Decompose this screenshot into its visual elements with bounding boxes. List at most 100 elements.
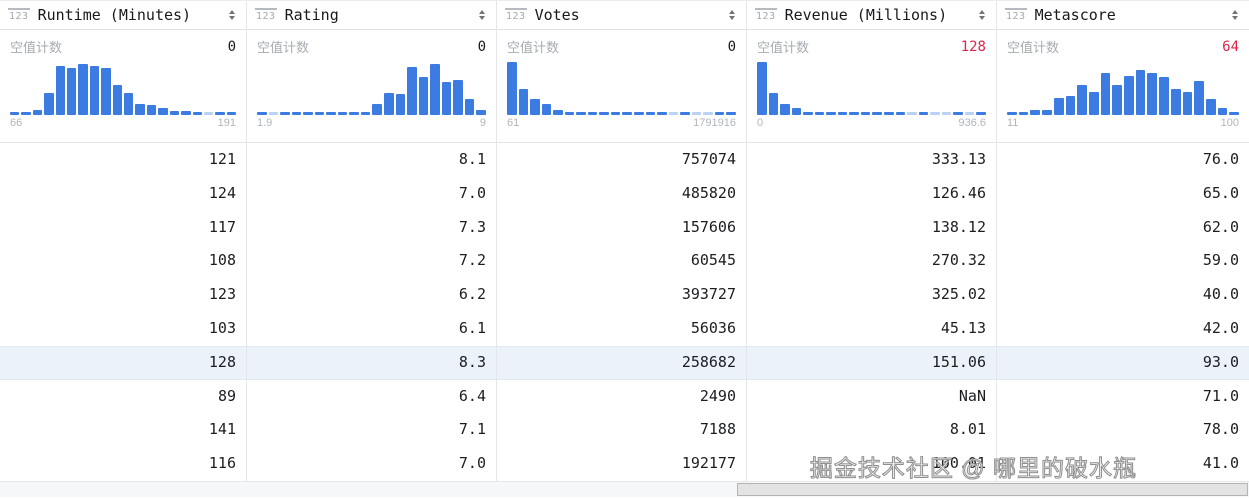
histogram-bar[interactable] xyxy=(1077,85,1087,115)
histogram-bar[interactable] xyxy=(507,62,517,115)
histogram-bar[interactable] xyxy=(146,105,157,115)
histogram-bar[interactable] xyxy=(476,109,486,115)
metascore-histogram[interactable] xyxy=(1007,62,1240,115)
histogram-bar[interactable] xyxy=(326,111,336,115)
histogram-bar[interactable] xyxy=(453,80,463,115)
cell[interactable]: 270.32 xyxy=(931,251,986,270)
cell[interactable]: 141 xyxy=(208,420,236,439)
histogram-bar[interactable] xyxy=(634,111,644,115)
histogram-bar[interactable] xyxy=(803,111,813,115)
cell[interactable]: 116 xyxy=(208,454,236,473)
cell[interactable]: 333.13 xyxy=(931,150,986,168)
histogram-bar[interactable] xyxy=(541,104,552,115)
column-header-metascore[interactable]: 123 Metascore xyxy=(997,1,1249,30)
histogram-bar[interactable] xyxy=(1205,99,1216,115)
histogram-bar[interactable] xyxy=(124,92,134,115)
cell[interactable]: 123 xyxy=(208,285,236,304)
histogram-bar[interactable] xyxy=(257,111,267,115)
histogram-bar[interactable] xyxy=(384,92,394,115)
histogram-bar[interactable] xyxy=(918,111,929,115)
histogram-bar[interactable] xyxy=(1112,85,1123,115)
histogram-bar[interactable] xyxy=(703,112,713,115)
cell[interactable]: 76.0 xyxy=(1202,150,1239,168)
votes-histogram[interactable] xyxy=(507,62,736,115)
histogram-bar[interactable] xyxy=(1159,76,1169,115)
column-header-rating[interactable]: 123 Rating xyxy=(247,1,496,30)
cell[interactable]: 45.13 xyxy=(940,318,986,337)
histogram-bar[interactable] xyxy=(1229,112,1240,115)
cell[interactable]: 157606 xyxy=(681,217,736,236)
histogram-bar[interactable] xyxy=(1030,110,1041,115)
histogram-bar[interactable] xyxy=(849,111,859,115)
cell[interactable]: 8.01 xyxy=(949,420,986,439)
histogram-bar[interactable] xyxy=(1065,95,1076,115)
cell[interactable]: 42.0 xyxy=(1202,318,1239,337)
column-header-votes[interactable]: 123 Votes xyxy=(497,1,746,30)
histogram-bar[interactable] xyxy=(564,111,575,115)
histogram-bar[interactable] xyxy=(349,111,359,115)
histogram-bar[interactable] xyxy=(280,111,290,115)
cell[interactable]: 2490 xyxy=(699,386,736,405)
cell[interactable]: 60545 xyxy=(690,251,736,270)
histogram-bar[interactable] xyxy=(314,111,325,115)
histogram-bar[interactable] xyxy=(395,93,406,115)
sort-icon[interactable] xyxy=(1230,8,1240,22)
histogram-bar[interactable] xyxy=(837,111,848,115)
histogram-bar[interactable] xyxy=(884,111,894,115)
histogram-bar[interactable] xyxy=(430,63,440,115)
cell[interactable]: 89 xyxy=(217,386,236,405)
histogram-bar[interactable] xyxy=(89,65,100,115)
cell[interactable]: 7188 xyxy=(699,420,736,439)
histogram-bar[interactable] xyxy=(158,108,168,115)
revenue-histogram[interactable] xyxy=(757,62,986,115)
histogram-bar[interactable] xyxy=(67,68,77,115)
histogram-bar[interactable] xyxy=(1007,112,1017,115)
histogram-bar[interactable] xyxy=(726,112,736,115)
cell[interactable]: 6.1 xyxy=(458,318,486,337)
histogram-bar[interactable] xyxy=(780,104,790,115)
histogram-bar[interactable] xyxy=(1053,98,1064,115)
cell[interactable]: 151.06 xyxy=(747,345,996,380)
histogram-bar[interactable] xyxy=(1088,91,1099,115)
histogram-bar[interactable] xyxy=(757,62,767,115)
histogram-bar[interactable] xyxy=(1194,81,1204,115)
histogram-bar[interactable] xyxy=(1217,108,1228,115)
histogram-bar[interactable] xyxy=(610,111,621,115)
histogram-bar[interactable] xyxy=(44,92,54,115)
histogram-bar[interactable] xyxy=(303,111,313,115)
histogram-bar[interactable] xyxy=(418,76,429,115)
histogram-bar[interactable] xyxy=(791,108,802,115)
cell[interactable]: 126.46 xyxy=(931,183,986,202)
histogram-bar[interactable] xyxy=(135,104,145,115)
histogram-bar[interactable] xyxy=(1170,88,1181,115)
cell[interactable]: 8.1 xyxy=(458,150,486,168)
histogram-bar[interactable] xyxy=(441,82,452,115)
histogram-bar[interactable] xyxy=(78,63,88,115)
histogram-bar[interactable] xyxy=(518,88,529,115)
cell[interactable]: 124 xyxy=(208,183,236,202)
histogram-bar[interactable] xyxy=(953,111,963,115)
histogram-bar[interactable] xyxy=(372,104,383,115)
histogram-bar[interactable] xyxy=(826,111,836,115)
histogram-bar[interactable] xyxy=(553,110,563,115)
histogram-bar[interactable] xyxy=(907,112,917,115)
sort-icon[interactable] xyxy=(477,8,487,22)
histogram-bar[interactable] xyxy=(226,111,237,115)
histogram-bar[interactable] xyxy=(101,68,111,115)
histogram-bar[interactable] xyxy=(215,111,225,115)
histogram-bar[interactable] xyxy=(32,109,43,115)
histogram-bar[interactable] xyxy=(337,111,348,115)
histogram-bar[interactable] xyxy=(587,111,598,115)
cell[interactable]: 7.0 xyxy=(458,183,486,202)
cell[interactable]: 128 xyxy=(0,345,246,380)
sort-icon[interactable] xyxy=(227,8,237,22)
cell[interactable]: 192177 xyxy=(681,454,736,473)
histogram-bar[interactable] xyxy=(192,111,202,115)
cell[interactable]: NaN xyxy=(958,386,986,405)
cell[interactable]: 59.0 xyxy=(1202,251,1239,270)
histogram-bar[interactable] xyxy=(680,111,690,115)
histogram-bar[interactable] xyxy=(291,111,302,115)
histogram-bar[interactable] xyxy=(360,111,371,115)
histogram-bar[interactable] xyxy=(268,112,279,115)
histogram-bar[interactable] xyxy=(768,92,779,115)
